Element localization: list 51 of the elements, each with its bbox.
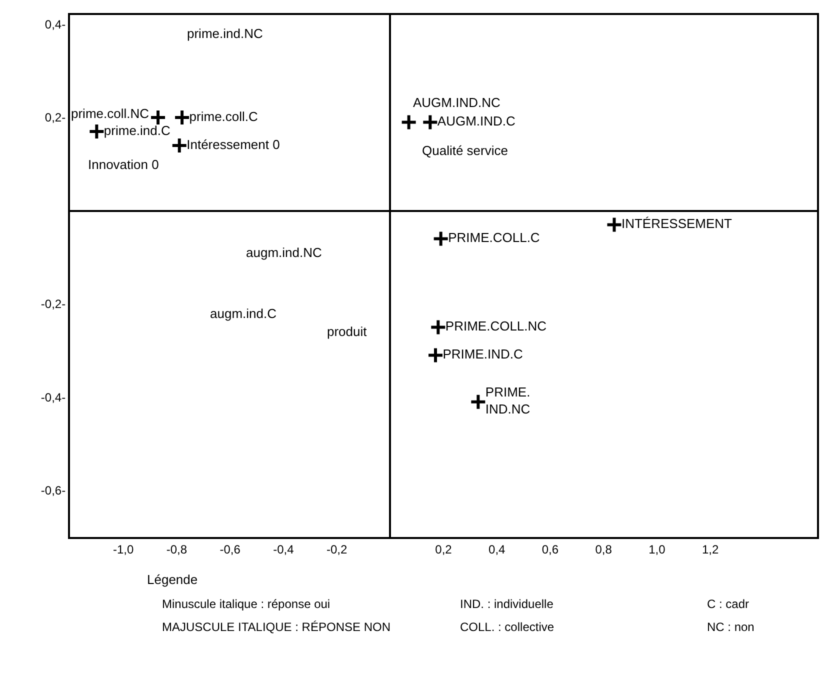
annotation: prime.ind.NC — [187, 26, 263, 41]
x-tick-label: -0,6 — [220, 542, 241, 556]
annotation: Innovation 0 — [88, 157, 159, 172]
text: COLL. : collective — [460, 620, 554, 634]
y-tick-label: -0,6- — [40, 484, 66, 498]
data-label: Intéressement 0 — [186, 136, 280, 152]
data-label: PRIME. IND.NC — [485, 384, 530, 417]
data-label: prime.ind.C — [104, 122, 170, 138]
point — [470, 393, 487, 410]
point — [422, 114, 439, 131]
data-label: PRIME.COLL.NC — [445, 318, 547, 334]
x-tick-label: -0,2 — [326, 542, 348, 556]
text: Minuscule italique : réponse oui — [162, 597, 330, 611]
data-label: PRIME.COLL.C — [448, 230, 540, 245]
point — [174, 109, 191, 126]
text: NC : non — [707, 620, 754, 634]
data-label: AUGM.IND.C — [437, 113, 516, 128]
point — [400, 114, 418, 131]
point — [432, 230, 450, 248]
x-tick-label: 1,2 — [702, 542, 719, 556]
x-tick-label: -0,8 — [166, 542, 188, 556]
annotation: produit — [327, 324, 368, 339]
x-tick-label: 0,8 — [595, 542, 612, 556]
data-label: prime.coll.C — [189, 108, 258, 124]
point — [430, 318, 447, 336]
annotation: Qualité service — [422, 143, 508, 158]
text: Légende — [147, 572, 198, 587]
x-tick-label: 0,6 — [542, 542, 559, 556]
point — [427, 346, 444, 364]
x-tick-label: 0,2 — [435, 542, 452, 556]
data-label: PRIME.IND.C — [442, 346, 523, 362]
text: C : cadr — [707, 597, 750, 611]
data-label: INTÉRESSEMENT — [621, 216, 732, 231]
point — [150, 109, 167, 126]
x-tick-label: -1,0 — [113, 542, 134, 556]
annotation: prime.coll.NC — [71, 106, 150, 121]
x-tick-label: 1,0 — [648, 542, 666, 556]
text: IND. : individuelle — [460, 597, 554, 611]
y-tick-label: -0,2- — [40, 297, 66, 312]
text: MAJUSCULE ITALIQUE : RÉPONSE NON — [162, 620, 390, 634]
annotation: augm.ind.NC — [246, 245, 322, 260]
x-tick-label: 0,4 — [488, 542, 506, 556]
x-tick-label: -0,4 — [273, 542, 294, 556]
point — [170, 137, 188, 154]
point — [606, 216, 623, 234]
point — [88, 123, 106, 140]
y-tick-label: 0,4- — [44, 18, 66, 32]
annotation: AUGM.IND.NC — [413, 95, 500, 110]
annotation: augm.ind.C — [210, 306, 276, 321]
y-tick-label: 0,2- — [44, 110, 66, 125]
y-tick-label: -0,4- — [40, 390, 66, 404]
